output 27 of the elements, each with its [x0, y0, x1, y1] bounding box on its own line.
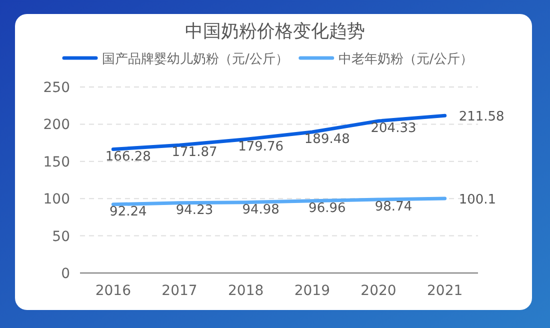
y-tick-label: 150 — [43, 154, 70, 170]
data-label: 211.58 — [458, 110, 504, 125]
data-label: 171.87 — [172, 145, 218, 160]
data-label: 179.76 — [238, 139, 284, 154]
y-tick-label: 0 — [61, 266, 70, 282]
chart-title: 中国奶粉价格变化趋势 — [185, 21, 365, 42]
data-label: 96.96 — [308, 200, 346, 216]
x-tick-label: 2019 — [294, 283, 330, 299]
x-tick-label: 2021 — [427, 283, 463, 299]
x-tick-label: 2020 — [360, 283, 396, 299]
x-tick-label: 2018 — [228, 283, 264, 299]
data-label: 100.1 — [458, 192, 496, 208]
data-label: 94.98 — [242, 202, 280, 218]
x-tick-label: 2016 — [95, 283, 132, 299]
y-tick-label: 250 — [43, 80, 70, 96]
data-label: 166.28 — [105, 149, 151, 164]
x-tick-label: 2017 — [162, 283, 198, 299]
legend-label: 国产品牌婴幼儿奶粉（元/公斤） — [102, 52, 288, 67]
legend-label: 中老年奶粉（元/公斤） — [338, 52, 473, 67]
y-tick-label: 200 — [43, 117, 70, 134]
y-tick-label: 100 — [43, 192, 70, 208]
data-label: 94.23 — [176, 202, 214, 218]
data-label: 189.48 — [304, 132, 350, 148]
data-label: 92.24 — [110, 204, 147, 220]
y-tick-label: 50 — [52, 228, 70, 245]
data-label: 204.33 — [370, 120, 416, 136]
data-label: 98.74 — [374, 200, 412, 215]
